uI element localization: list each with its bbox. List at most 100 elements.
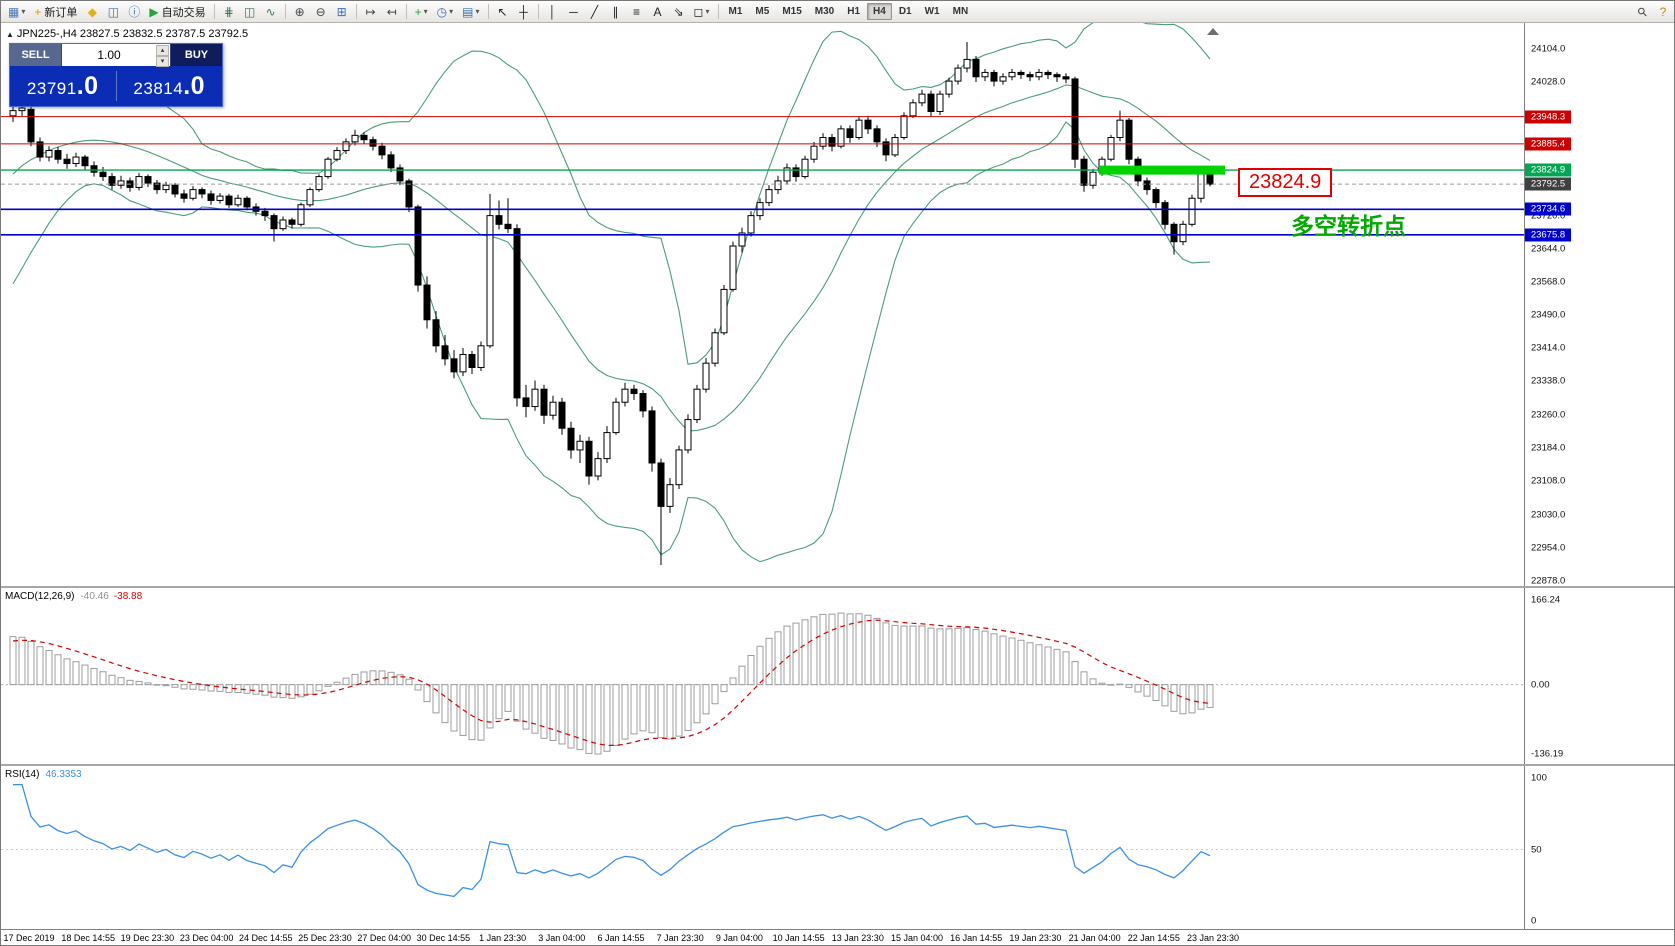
toolbar-separator bbox=[537, 4, 539, 19]
vertical-line-icon: │ bbox=[548, 4, 557, 19]
timeframe-m30-button[interactable]: M30 bbox=[814, 6, 835, 17]
macd-value-signal: -38.88 bbox=[113, 591, 143, 602]
chart-canvas[interactable] bbox=[1, 23, 1524, 586]
data-window-icon: ⓘ bbox=[128, 4, 141, 19]
rsi-canvas[interactable] bbox=[1, 766, 1524, 929]
trendline-button[interactable]: ╱ bbox=[585, 2, 605, 21]
sell-price-frac: .0 bbox=[76, 71, 99, 100]
macd-canvas[interactable] bbox=[1, 588, 1524, 764]
time-tick-label: 19 Dec 23:30 bbox=[120, 933, 175, 943]
autotrading-button[interactable]: ▶ 自动交易 bbox=[145, 2, 209, 21]
price-axis[interactable]: 24104.024028.023720.023644.023568.023490… bbox=[1524, 23, 1674, 587]
price-callout[interactable]: 23824.9 bbox=[1238, 168, 1333, 197]
rsi-line bbox=[12, 783, 1211, 898]
macd-histogram bbox=[9, 612, 1214, 755]
tile-windows-icon: ⊞ bbox=[336, 4, 347, 19]
periods-button[interactable]: ◷ ▾ bbox=[433, 2, 458, 21]
main-chart-panel: ▲ JPN225-,H4 23827.5 23832.5 23787.5 2379… bbox=[1, 23, 1674, 587]
sell-button[interactable]: SELL bbox=[10, 44, 62, 66]
auto-scroll-button[interactable]: ↦ bbox=[361, 2, 381, 21]
horizontal-line-button[interactable]: ─ bbox=[564, 2, 584, 21]
price-tick-label: 23490.0 bbox=[1531, 309, 1566, 321]
search-icon: ⚲ bbox=[1633, 3, 1651, 20]
timeframe-h4-button[interactable]: H4 bbox=[867, 3, 892, 20]
rsi-name: RSI(14) bbox=[5, 769, 40, 780]
timeframe-m5-button[interactable]: M5 bbox=[755, 6, 770, 17]
toolbar-separator bbox=[405, 4, 407, 19]
chart-title-text: JPN225-,H4 23827.5 23832.5 23787.5 23792… bbox=[16, 28, 249, 40]
arrows-button[interactable]: ⇘ bbox=[669, 2, 689, 21]
rsi-axis[interactable]: 100 50 0 bbox=[1524, 766, 1674, 929]
buy-price[interactable]: 23814.0 bbox=[117, 72, 223, 101]
timeframe-d1-button[interactable]: D1 bbox=[898, 6, 912, 17]
templates-button[interactable]: ▤ ▾ bbox=[458, 2, 483, 21]
chart-shift-marker-icon[interactable] bbox=[1207, 28, 1219, 35]
macd-tick-label: -136.19 bbox=[1531, 748, 1564, 760]
volume-field-wrap: ▴ ▾ bbox=[62, 44, 170, 67]
crosshair-icon: ┼ bbox=[519, 4, 528, 19]
chart-shift-button[interactable]: ↤ bbox=[382, 2, 402, 21]
search-button[interactable]: ⚲ bbox=[1632, 2, 1652, 21]
sell-price-main: 23791 bbox=[26, 78, 77, 98]
cursor-icon: ↖ bbox=[497, 4, 508, 19]
line-chart-icon: ∿ bbox=[265, 4, 276, 19]
time-tick-label: 6 Jan 14:55 bbox=[597, 933, 645, 943]
timeframe-m1-button[interactable]: M1 bbox=[728, 6, 743, 17]
crosshair-button[interactable]: ┼ bbox=[514, 2, 534, 21]
cursor-button[interactable]: ↖ bbox=[493, 2, 513, 21]
volume-spinner: ▴ ▾ bbox=[156, 45, 169, 67]
zoom-out-icon: ⊖ bbox=[315, 4, 326, 19]
text-button[interactable]: A bbox=[648, 2, 668, 21]
collapse-triangle-icon[interactable]: ▲ bbox=[6, 30, 14, 39]
channel-button[interactable]: ∥ bbox=[606, 2, 626, 21]
volume-down-button[interactable]: ▾ bbox=[156, 56, 169, 67]
price-tick-label: 23184.0 bbox=[1531, 442, 1566, 454]
volume-up-button[interactable]: ▴ bbox=[156, 45, 169, 56]
sell-price[interactable]: 23791.0 bbox=[10, 72, 116, 101]
timeframe-mn-button[interactable]: MN bbox=[952, 6, 969, 17]
bollinger-bands bbox=[12, 23, 1211, 563]
price-tick-label: 23338.0 bbox=[1531, 375, 1566, 387]
zoom-out-button[interactable]: ⊖ bbox=[311, 2, 331, 21]
macd-axis[interactable]: 166.24 0.00 -136.19 bbox=[1524, 588, 1674, 764]
price-tick-label: 23414.0 bbox=[1531, 342, 1566, 354]
shapes-button[interactable]: ◻ ▾ bbox=[690, 2, 714, 21]
price-tag-23948.3: 23948.3 bbox=[1525, 110, 1571, 124]
help-button[interactable]: ? bbox=[1653, 2, 1673, 21]
price-tag-23792.5: 23792.5 bbox=[1525, 177, 1571, 191]
window-menu-button[interactable]: ▦ ▾ bbox=[4, 2, 29, 21]
timeframe-m15-button[interactable]: M15 bbox=[782, 6, 802, 17]
tile-windows-button[interactable]: ⊞ bbox=[332, 2, 352, 21]
one-click-trading-panel: SELL ▴ ▾ BUY 23791.0 23814.0 bbox=[9, 43, 223, 107]
indicators-plus-icon: + bbox=[414, 4, 422, 19]
price-tag-23824.9: 23824.9 bbox=[1525, 163, 1571, 177]
horizontal-line-icon: ─ bbox=[569, 4, 578, 19]
timeframe-w1-button[interactable]: W1 bbox=[924, 6, 940, 17]
price-tick-label: 23644.0 bbox=[1531, 243, 1566, 255]
indicators-button[interactable]: + ▾ bbox=[411, 2, 432, 21]
bar-chart-button[interactable]: ⋕ bbox=[219, 2, 239, 21]
buy-button[interactable]: BUY bbox=[170, 44, 222, 66]
vertical-line-button[interactable]: │ bbox=[543, 2, 563, 21]
rsi-panel: RSI(14) 46.3353 100 50 0 bbox=[1, 764, 1674, 929]
zoom-in-button[interactable]: ⊕ bbox=[290, 2, 310, 21]
macd-signal-line bbox=[12, 619, 1211, 746]
volume-input[interactable] bbox=[62, 44, 170, 66]
auto-scroll-icon: ↦ bbox=[365, 4, 376, 19]
arrow-symbols-icon: ⇘ bbox=[673, 4, 684, 19]
clock-icon: ◷ bbox=[436, 4, 448, 19]
line-chart-button[interactable]: ∿ bbox=[261, 2, 281, 21]
fibonacci-button[interactable]: ≡ bbox=[627, 2, 647, 21]
profiles-button[interactable]: ◆ bbox=[82, 2, 102, 21]
highlight-segment[interactable] bbox=[1099, 165, 1225, 175]
timeframe-h1-button[interactable]: H1 bbox=[847, 6, 861, 17]
dropdown-caret-icon: ▾ bbox=[423, 7, 428, 16]
buy-price-frac: .0 bbox=[183, 71, 206, 100]
price-tick-label: 22878.0 bbox=[1531, 575, 1566, 587]
market-watch-button[interactable]: ◫ bbox=[103, 2, 123, 21]
data-window-button[interactable]: ⓘ bbox=[124, 2, 144, 21]
time-axis[interactable]: 17 Dec 2019 18 Dec 14:55 19 Dec 23:30 23 De… bbox=[1, 929, 1674, 945]
time-tick-label: 25 Dec 23:30 bbox=[298, 933, 352, 943]
candlestick-button[interactable]: ◫ bbox=[240, 2, 260, 21]
new-order-button[interactable]: + 新订单 bbox=[30, 2, 81, 21]
